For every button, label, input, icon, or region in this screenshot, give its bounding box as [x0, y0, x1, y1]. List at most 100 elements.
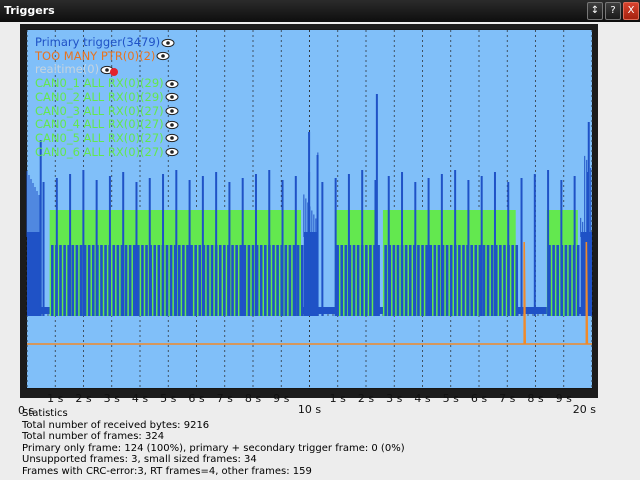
- legend-item[interactable]: TOO MANY PTR(0)(2): [35, 49, 170, 63]
- primary-peak: [308, 132, 311, 316]
- primary-stripe: [272, 245, 275, 316]
- legend-item[interactable]: Primary trigger(3479): [35, 35, 175, 49]
- primary-stripe: [356, 245, 360, 316]
- primary-stripe: [462, 245, 465, 316]
- primary-stripe: [300, 245, 304, 316]
- primary-spike: [148, 178, 151, 316]
- sort-button[interactable]: ↕: [587, 2, 603, 20]
- eye-icon[interactable]: [165, 120, 179, 130]
- primary-stripe: [474, 245, 478, 316]
- eye-icon[interactable]: [161, 38, 175, 48]
- legend-item[interactable]: CAN0_3 ALL RX(0)(27): [35, 104, 179, 118]
- primary-spike: [188, 180, 191, 316]
- primary-spike: [122, 172, 125, 316]
- legend-label: CAN0_6 ALL RX(0)(27): [35, 144, 164, 159]
- eye-icon[interactable]: [165, 92, 179, 102]
- tick-label: 7 s: [217, 392, 233, 405]
- legend-item[interactable]: CAN0_4 ALL RX(0)(27): [35, 117, 179, 131]
- primary-stripe: [124, 245, 128, 316]
- tick-label: 6 s: [188, 392, 204, 405]
- primary-stripe: [206, 245, 210, 316]
- primary-spike: [401, 172, 404, 316]
- tick-label: 4 s: [414, 392, 430, 405]
- primary-spike: [454, 170, 457, 316]
- primary-stripe: [145, 245, 148, 316]
- legend-item[interactable]: CAN0_5 ALL RX(0)(27): [35, 131, 179, 145]
- legend-item[interactable]: CAN0_1 ALL RX(0)(29): [35, 76, 179, 90]
- primary-spike: [55, 178, 58, 316]
- primary-spike: [347, 174, 350, 316]
- primary-spike: [69, 174, 72, 316]
- eye-icon[interactable]: [165, 79, 179, 89]
- primary-dense-area: [303, 232, 318, 316]
- tick-label: 5 s: [443, 392, 459, 405]
- primary-stripe: [470, 245, 473, 316]
- primary-spike: [135, 182, 138, 316]
- legend-label: Primary trigger(3479): [35, 35, 161, 49]
- primary-stripe: [296, 245, 300, 316]
- eye-icon[interactable]: [156, 51, 170, 61]
- primary-stripe: [429, 245, 433, 316]
- primary-stripe: [408, 245, 412, 316]
- primary-stripe: [392, 245, 396, 316]
- tick-label: 3 s: [386, 392, 402, 405]
- legend-item[interactable]: CAN0_2 ALL RX(0)(29): [35, 90, 179, 104]
- close-button[interactable]: X: [623, 2, 639, 20]
- tick-label: 20 s: [573, 403, 596, 416]
- eye-red-dot-icon[interactable]: [100, 65, 114, 75]
- trigger-timeline-chart[interactable]: 0 s 1 s 2 s 3 s 4 s 5 s 6 s 7 s 8 s 9 s 10 s 1 s 2 s…: [0, 22, 640, 422]
- primary-stripe: [421, 245, 424, 316]
- primary-stripe: [433, 245, 437, 316]
- primary-stripe: [441, 245, 445, 316]
- tick-label: 1 s: [47, 392, 63, 405]
- primary-stripe: [59, 245, 62, 316]
- primary-stripe: [564, 245, 568, 316]
- help-button[interactable]: ?: [605, 2, 621, 20]
- primary-stripe: [404, 245, 408, 316]
- primary-stripe: [87, 245, 91, 316]
- primary-stripe: [499, 245, 502, 316]
- primary-stripe: [210, 245, 214, 316]
- legend-label: CAN0_2 ALL RX(0)(29): [35, 89, 164, 104]
- primary-spike: [374, 180, 377, 316]
- tick-label: 2 s: [358, 392, 374, 405]
- legend-item[interactable]: realtime(0): [35, 62, 119, 77]
- legend-label: CAN0_3 ALL RX(0)(27): [35, 103, 164, 118]
- stat-line: Total number of frames: 324: [22, 431, 165, 442]
- primary-stripe: [182, 245, 185, 316]
- primary-stripe: [116, 245, 120, 316]
- stat-line: Primary only frame: 124 (100%), primary …: [22, 442, 405, 454]
- too-many-trace: [27, 241, 592, 345]
- primary-stripe: [576, 245, 580, 316]
- eye-icon[interactable]: [165, 133, 179, 143]
- primary-stripe: [169, 245, 173, 316]
- statistics-heading: Statistics: [22, 408, 68, 419]
- primary-stripe: [100, 245, 103, 316]
- primary-spike: [334, 178, 337, 316]
- primary-spike: [440, 174, 443, 316]
- primary-spike: [215, 172, 218, 316]
- legend-label: TOO MANY PTR(0)(2): [35, 48, 156, 63]
- primary-stripe: [568, 245, 572, 316]
- primary-spike: [82, 170, 85, 316]
- eye-icon[interactable]: [165, 147, 179, 157]
- primary-stripe: [449, 245, 453, 316]
- primary-spike: [254, 174, 257, 316]
- eye-icon[interactable]: [165, 106, 179, 116]
- primary-stripe: [112, 245, 116, 316]
- primary-spike: [201, 176, 204, 316]
- primary-stripe: [288, 245, 292, 316]
- primary-stripe: [556, 245, 560, 316]
- primary-stripe: [396, 245, 400, 316]
- primary-stripe: [71, 245, 75, 316]
- primary-stripe: [425, 245, 428, 316]
- primary-stripe: [478, 245, 482, 316]
- primary-stripe: [186, 245, 189, 316]
- primary-spike: [162, 174, 165, 316]
- primary-stripe: [482, 245, 486, 316]
- legend-item[interactable]: CAN0_6 ALL RX(0)(27): [35, 145, 179, 159]
- primary-stripe: [458, 245, 461, 316]
- primary-stripe: [365, 245, 368, 316]
- primary-stripe: [369, 245, 372, 316]
- primary-spike: [241, 178, 244, 316]
